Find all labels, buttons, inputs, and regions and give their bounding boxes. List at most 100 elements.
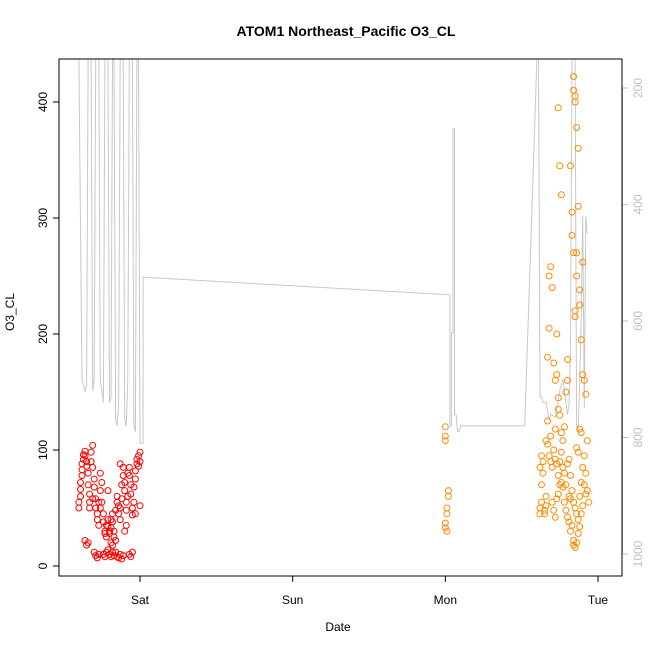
y-tick-label: 400 (36, 92, 50, 112)
data-point (557, 191, 565, 199)
data-point (125, 463, 133, 471)
data-point (545, 452, 553, 460)
y-tick-label: 300 (36, 208, 50, 228)
x-axis-label: Date (325, 620, 351, 634)
data-point (571, 98, 579, 106)
data-point (121, 479, 129, 486)
data-point (539, 469, 547, 477)
data-point (553, 330, 561, 338)
data-point (86, 504, 94, 512)
data-point (580, 481, 588, 489)
data-point (541, 510, 549, 518)
data-point (573, 124, 581, 131)
data-point (77, 485, 84, 493)
data-point (90, 483, 98, 491)
data-point (573, 539, 581, 547)
data-point (121, 527, 129, 535)
data-point (136, 458, 144, 466)
overlay-line-layer (78, 58, 588, 444)
data-point (89, 441, 97, 449)
data-point (582, 490, 590, 498)
y-tick-label: 200 (36, 324, 50, 344)
data-point (574, 448, 582, 456)
data-point (116, 504, 124, 512)
data-point (130, 498, 138, 506)
data-point (75, 498, 83, 506)
data-point (125, 472, 133, 479)
data-point (443, 510, 451, 518)
data-point (87, 458, 95, 466)
data-point (576, 425, 584, 433)
data-point (582, 390, 590, 398)
data-point (560, 423, 568, 431)
data-point (135, 452, 142, 460)
data-point (544, 417, 552, 425)
x-tick-label: Mon (434, 593, 457, 607)
data-point (580, 452, 588, 460)
data-point (95, 521, 103, 529)
points-layer (75, 73, 593, 563)
data-point (84, 539, 92, 547)
data-point (131, 510, 139, 518)
data-point (548, 284, 556, 292)
data-point (568, 231, 576, 239)
data-point (131, 475, 139, 483)
data-point (104, 487, 112, 495)
data-point (130, 483, 138, 491)
data-point (106, 527, 113, 535)
data-point (573, 272, 581, 280)
data-point (538, 452, 545, 460)
data-point (547, 263, 555, 271)
y-axis-label: O3_CL (3, 293, 17, 331)
data-point (128, 504, 136, 512)
data-point (557, 479, 565, 486)
data-point (574, 530, 582, 537)
data-point (567, 162, 574, 170)
data-point (542, 492, 550, 500)
data-point (83, 458, 91, 466)
data-point (89, 495, 97, 503)
data-point (550, 446, 558, 454)
data-point (122, 521, 130, 529)
data-point (580, 376, 588, 384)
data-point (564, 513, 571, 521)
data-point (545, 324, 553, 332)
data-point (109, 541, 116, 549)
data-point (96, 487, 104, 495)
data-point (127, 490, 135, 498)
data-point (116, 460, 124, 468)
data-point (548, 498, 556, 506)
data-point (576, 286, 584, 294)
data-point (441, 432, 449, 440)
data-point (573, 444, 581, 452)
data-point (556, 162, 564, 170)
data-point (570, 249, 578, 257)
data-point (122, 506, 130, 514)
y2-tick-label: 600 (631, 311, 645, 331)
data-point (583, 437, 591, 445)
data-point (109, 518, 116, 526)
data-point (128, 548, 136, 556)
data-point (574, 202, 582, 210)
data-point (567, 527, 574, 535)
data-point (585, 498, 593, 506)
data-point (78, 472, 86, 479)
y2-tick-label: 200 (631, 78, 645, 98)
data-point (577, 336, 585, 344)
data-point (550, 506, 558, 514)
data-point (579, 502, 587, 510)
data-point (542, 502, 550, 510)
data-point (81, 452, 89, 460)
axes-layer: 0 100 200 300 400 200 400 600 800 1000 Sat Sun Mon Tu… (36, 78, 645, 607)
data-point (571, 543, 579, 551)
data-point (577, 510, 585, 518)
data-point (560, 469, 568, 477)
y-tick-label: 100 (36, 440, 50, 460)
overlay-line (78, 58, 588, 444)
data-point (553, 371, 561, 379)
data-point (96, 469, 104, 477)
data-point (90, 475, 98, 483)
data-point (556, 458, 564, 466)
data-point (96, 504, 104, 512)
data-point (444, 487, 452, 495)
